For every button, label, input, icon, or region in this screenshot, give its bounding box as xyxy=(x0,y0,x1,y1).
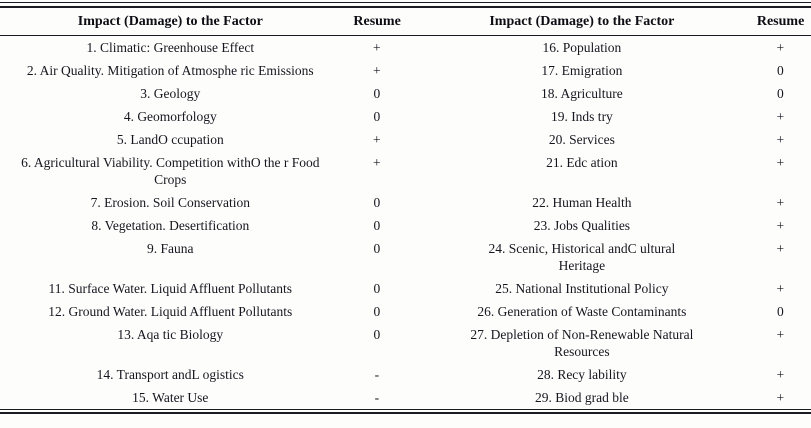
factor-cell-left: 13. Aqa tic Biology xyxy=(117,327,224,343)
resume-cell-right: + xyxy=(776,40,785,56)
table-row: 2. Air Quality. Mitigation of Atmosphe r… xyxy=(0,59,811,82)
factor-cell-left: 2. Air Quality. Mitigation of Atmosphe r… xyxy=(26,63,314,79)
factor-cell-left: 7. Erosion. Soil Conservation xyxy=(90,195,250,211)
resume-cell-left: - xyxy=(374,367,380,383)
table-row: 7. Erosion. Soil Conservation 0 22. Huma… xyxy=(0,191,811,214)
resume-cell-right: + xyxy=(776,327,785,343)
table-row: 15. Water Use - 29. Biod grad ble + xyxy=(0,386,811,410)
column-header-resume-right: Resume xyxy=(750,7,811,37)
resume-cell-left: + xyxy=(373,155,382,171)
column-header-resume-left: Resume xyxy=(340,7,414,37)
factor-cell-right: 22. Human Health xyxy=(532,195,632,211)
resume-cell-left: 0 xyxy=(373,241,381,257)
resume-cell-left: 0 xyxy=(373,218,381,234)
resume-cell-right: + xyxy=(776,367,785,383)
table-row: 9. Fauna 0 24. Scenic, Historical andC u… xyxy=(0,237,811,277)
factor-cell-left: 5. LandO ccupation xyxy=(116,132,224,148)
table-row: 11. Surface Water. Liquid Affluent Pollu… xyxy=(0,277,811,300)
factor-cell-left: 3. Geology xyxy=(140,86,201,102)
table-row: 5. LandO ccupation + 20. Services + xyxy=(0,128,811,151)
resume-cell-right: + xyxy=(776,155,785,171)
resume-cell-right: 0 xyxy=(776,304,785,320)
resume-cell-right: + xyxy=(776,241,785,257)
resume-cell-left: 0 xyxy=(373,327,381,343)
impact-table-frame: Impact (Damage) to the Factor Resume Imp… xyxy=(0,2,811,415)
factor-cell-left: 15. Water Use xyxy=(132,390,209,406)
factor-cell-right: 27. Depletion of Non-Renewable Natural R… xyxy=(470,327,694,360)
factor-cell-left: 11. Surface Water. Liquid Affluent Pollu… xyxy=(48,281,293,297)
factor-cell-right: 25. National Institutional Policy xyxy=(495,281,669,297)
resume-cell-right: 0 xyxy=(776,63,785,79)
table-header: Impact (Damage) to the Factor Resume Imp… xyxy=(0,7,811,37)
table-row: 3. Geology 0 18. Agriculture 0 xyxy=(0,82,811,105)
factor-cell-left: 9. Fauna xyxy=(147,241,194,257)
resume-cell-left: 0 xyxy=(373,86,381,102)
resume-cell-left: + xyxy=(373,40,382,56)
header-row: Impact (Damage) to the Factor Resume Imp… xyxy=(0,7,811,37)
table-body: 1. Climatic: Greenhouse Effect + 16. Pop… xyxy=(0,36,811,410)
table-row: 1. Climatic: Greenhouse Effect + 16. Pop… xyxy=(0,36,811,60)
factor-cell-left: 6. Agricultural Viability. Competition w… xyxy=(21,155,320,188)
factor-cell-right: 17. Emigration xyxy=(541,63,623,79)
resume-cell-right: + xyxy=(776,281,785,297)
resume-cell-left: 0 xyxy=(373,304,381,320)
resume-cell-left: - xyxy=(374,390,380,406)
resume-cell-right: + xyxy=(776,195,785,211)
table-row: 14. Transport andL ogistics - 28. Recy l… xyxy=(0,363,811,386)
impact-damage-table: Impact (Damage) to the Factor Resume Imp… xyxy=(0,6,811,411)
table-row: 13. Aqa tic Biology 0 27. Depletion of N… xyxy=(0,323,811,363)
factor-cell-right: 29. Biod grad ble xyxy=(535,390,629,406)
table-row: 4. Geomorfology 0 19. Inds try + xyxy=(0,105,811,128)
table-row: 6. Agricultural Viability. Competition w… xyxy=(0,151,811,191)
factor-cell-right: 23. Jobs Qualities xyxy=(533,218,631,234)
factor-cell-left: 12. Ground Water. Liquid Affluent Pollut… xyxy=(48,304,293,320)
factor-cell-left: 8. Vegetation. Desertification xyxy=(91,218,250,234)
resume-cell-right: + xyxy=(776,390,785,406)
factor-cell-left: 1. Climatic: Greenhouse Effect xyxy=(86,40,255,56)
factor-cell-right: 18. Agriculture xyxy=(541,86,623,102)
resume-cell-left: 0 xyxy=(373,281,381,297)
resume-cell-right: + xyxy=(776,132,785,148)
factor-cell-left: 14. Transport andL ogistics xyxy=(96,367,244,383)
factor-cell-right: 24. Scenic, Historical andC ultural Heri… xyxy=(488,241,676,274)
resume-cell-left: + xyxy=(373,132,382,148)
factor-cell-right: 28. Recy lability xyxy=(537,367,627,383)
factor-cell-right: 19. Inds try xyxy=(550,109,613,125)
column-header-factor-right: Impact (Damage) to the Factor xyxy=(413,7,751,37)
resume-cell-right: + xyxy=(776,218,785,234)
factor-cell-right: 26. Generation of Waste Contaminants xyxy=(477,304,687,320)
resume-cell-left: + xyxy=(373,63,382,79)
table-row: 12. Ground Water. Liquid Affluent Pollut… xyxy=(0,300,811,323)
factor-cell-right: 16. Population xyxy=(542,40,622,56)
factor-cell-right: 21. Edc ation xyxy=(546,155,618,171)
resume-cell-right: 0 xyxy=(776,86,785,102)
resume-cell-right: + xyxy=(776,109,785,125)
factor-cell-right: 20. Services xyxy=(548,132,615,148)
resume-cell-left: 0 xyxy=(373,195,381,211)
table-row: 8. Vegetation. Desertification 0 23. Job… xyxy=(0,214,811,237)
factor-cell-left: 4. Geomorfology xyxy=(123,109,217,125)
resume-cell-left: 0 xyxy=(373,109,381,125)
column-header-factor-left: Impact (Damage) to the Factor xyxy=(0,7,341,37)
